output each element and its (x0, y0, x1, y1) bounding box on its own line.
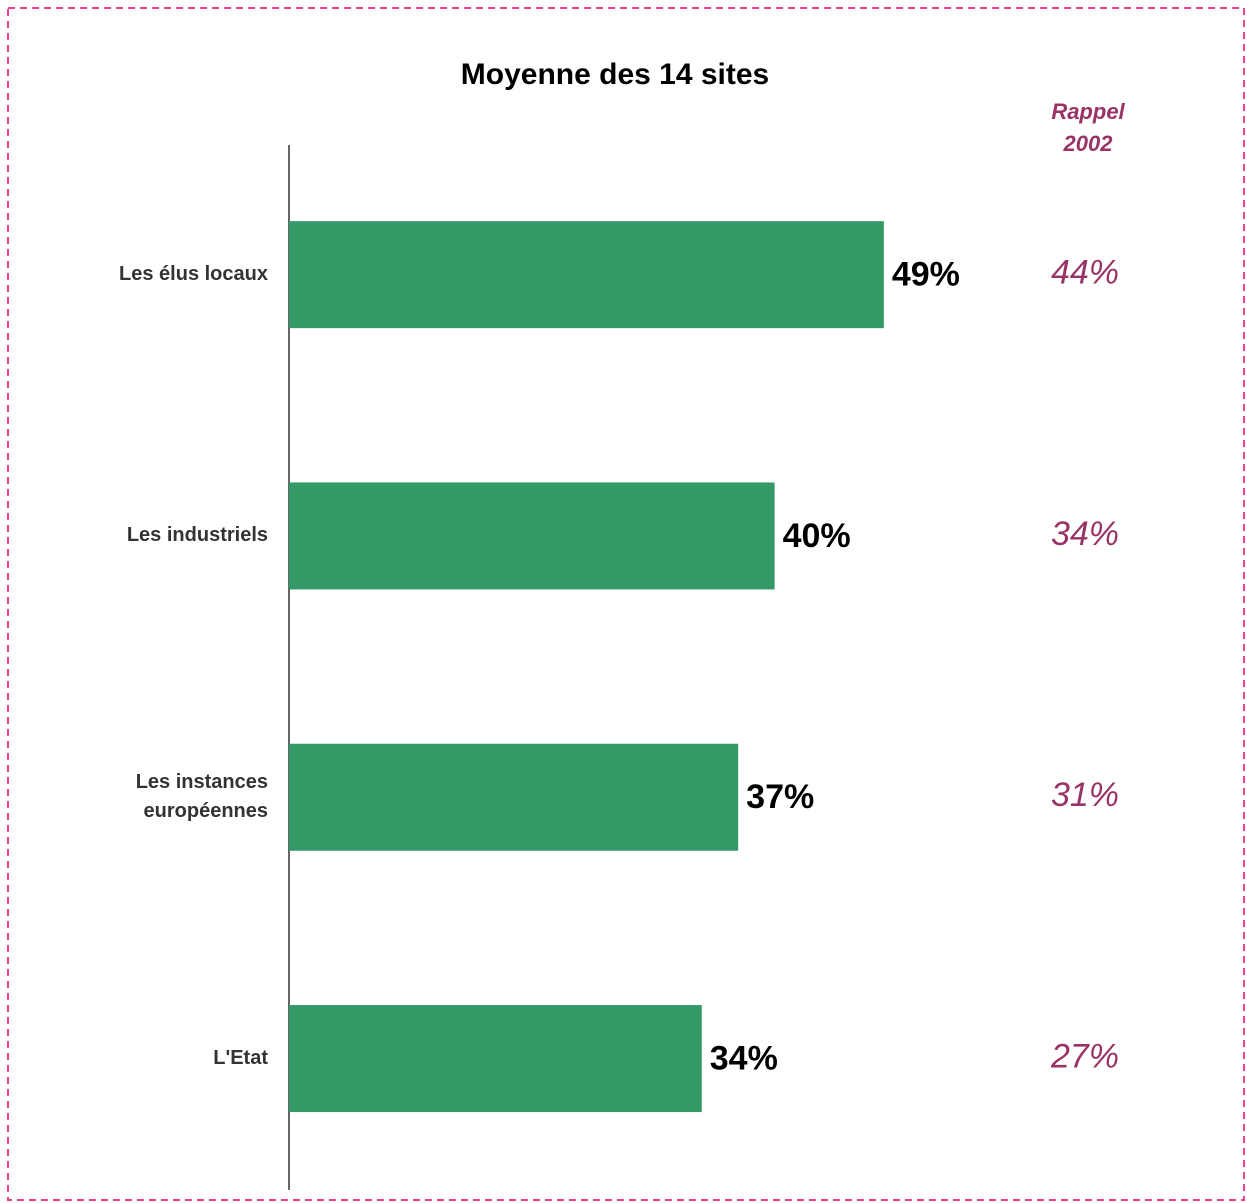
bar (289, 482, 775, 590)
bar (289, 743, 739, 851)
category-label: Les élus locaux (119, 263, 268, 285)
category-label: Les instances européennes (136, 771, 268, 822)
reference-title: Rappel 2002 (1051, 99, 1125, 156)
value-label: 49% (892, 256, 960, 294)
reference-label: 31% (1051, 776, 1119, 814)
bar (289, 1005, 702, 1113)
chart-title: Moyenne des 14 sites (461, 58, 769, 91)
bar (289, 221, 884, 329)
reference-label: 44% (1051, 254, 1119, 292)
value-label: 40% (783, 517, 851, 555)
category-label: Les industriels (127, 524, 268, 546)
reference-label: 27% (1050, 1038, 1119, 1076)
frame (7, 7, 1245, 1201)
category-label: L'Etat (213, 1047, 268, 1069)
value-label: 34% (710, 1040, 778, 1078)
reference-label: 34% (1051, 515, 1119, 553)
value-label: 37% (746, 778, 814, 816)
